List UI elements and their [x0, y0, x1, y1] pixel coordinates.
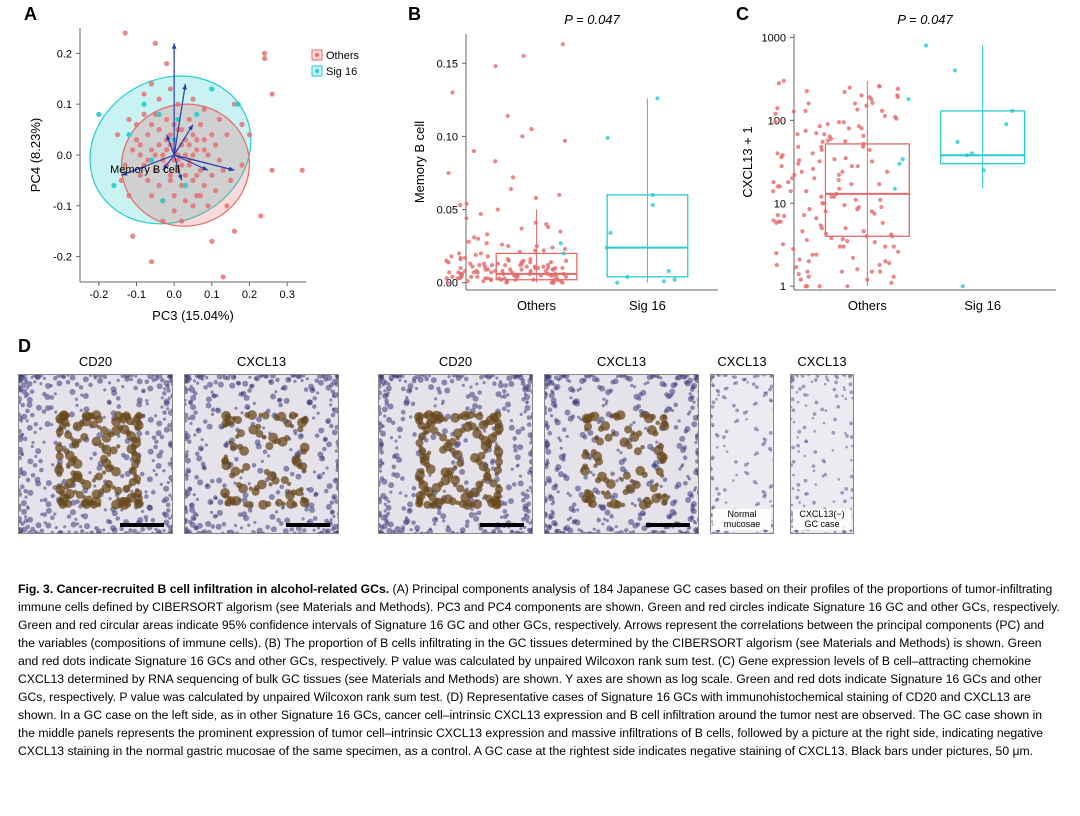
svg-text:1000: 1000 — [762, 32, 786, 44]
svg-text:0.1: 0.1 — [204, 289, 219, 301]
svg-text:Others: Others — [848, 298, 888, 313]
ihc-label: CXCL13 — [184, 354, 339, 369]
figure-3: A B C D -0.2-0.10.00.10.20.3-0.2-0.10.00… — [0, 0, 1080, 816]
ihc-image-small: CXCL13(−) GC case — [790, 374, 854, 534]
panel-c-boxplot: 1101001000CXCL13 + 1P = 0.047OthersSig 1… — [736, 10, 1066, 330]
svg-text:0.05: 0.05 — [437, 205, 458, 217]
figure-caption: Fig. 3. Cancer-recruited B cell infiltra… — [18, 580, 1062, 760]
ihc-label: CXCL13 — [710, 354, 774, 369]
svg-text:0.1: 0.1 — [57, 99, 72, 111]
svg-text:0.2: 0.2 — [57, 48, 72, 60]
caption-body: (A) Principal components analysis of 184… — [18, 582, 1060, 758]
svg-text:0.0: 0.0 — [167, 289, 182, 301]
svg-text:-0.2: -0.2 — [89, 289, 108, 301]
ihc-sublabel: Normal mucosae — [713, 509, 771, 530]
svg-text:0.10: 0.10 — [437, 131, 458, 143]
svg-text:Others: Others — [517, 298, 557, 313]
svg-text:Memory B cell: Memory B cell — [110, 164, 180, 176]
svg-text:0.2: 0.2 — [242, 289, 257, 301]
ihc-image — [378, 374, 533, 534]
svg-text:0.0: 0.0 — [57, 150, 72, 162]
svg-text:Others: Others — [326, 50, 360, 62]
svg-text:Sig 16: Sig 16 — [326, 66, 357, 78]
ihc-image-small: Normal mucosae — [710, 374, 774, 534]
svg-text:0.15: 0.15 — [437, 58, 458, 70]
ihc-image — [18, 374, 173, 534]
svg-text:-0.1: -0.1 — [127, 289, 146, 301]
svg-text:Sig 16: Sig 16 — [964, 298, 1001, 313]
panel-a-pca: -0.2 -0.1 0.0 0.1 0.2 0.3 -0.2 -0.1 0.0 0.1 0.2 PC3… — [26, 10, 396, 330]
svg-text:0.3: 0.3 — [280, 289, 295, 301]
svg-text:-0.1: -0.1 — [53, 201, 72, 213]
svg-text:10: 10 — [774, 198, 786, 210]
ihc-image — [544, 374, 699, 534]
svg-text:Sig 16: Sig 16 — [629, 298, 666, 313]
svg-text:P = 0.047: P = 0.047 — [564, 12, 620, 27]
caption-title: Fig. 3. Cancer-recruited B cell infiltra… — [18, 582, 389, 596]
ihc-label: CXCL13 — [790, 354, 854, 369]
ihc-label: CD20 — [378, 354, 533, 369]
svg-text:P = 0.047: P = 0.047 — [897, 12, 953, 27]
svg-text:1: 1 — [780, 281, 786, 293]
ihc-image — [184, 374, 339, 534]
svg-text:PC3 (15.04%): PC3 (15.04%) — [152, 308, 234, 323]
ihc-label: CXCL13 — [544, 354, 699, 369]
svg-text:PC4 (8.23%): PC4 (8.23%) — [28, 118, 43, 192]
ihc-label: CD20 — [18, 354, 173, 369]
ihc-sublabel: CXCL13(−) GC case — [793, 509, 851, 530]
svg-text:CXCL13 + 1: CXCL13 + 1 — [740, 126, 755, 197]
panel-b-boxplot: 0.000.050.100.15Memory B cellP = 0.047Ot… — [408, 10, 728, 330]
svg-text:Memory B cell: Memory B cell — [412, 121, 427, 203]
panel-d-ihc-row: CD20 CXCL13 CD20 CXCL13 CXCL13 Normal mucosae… — [18, 354, 1074, 559]
svg-text:-0.2: -0.2 — [53, 252, 72, 264]
